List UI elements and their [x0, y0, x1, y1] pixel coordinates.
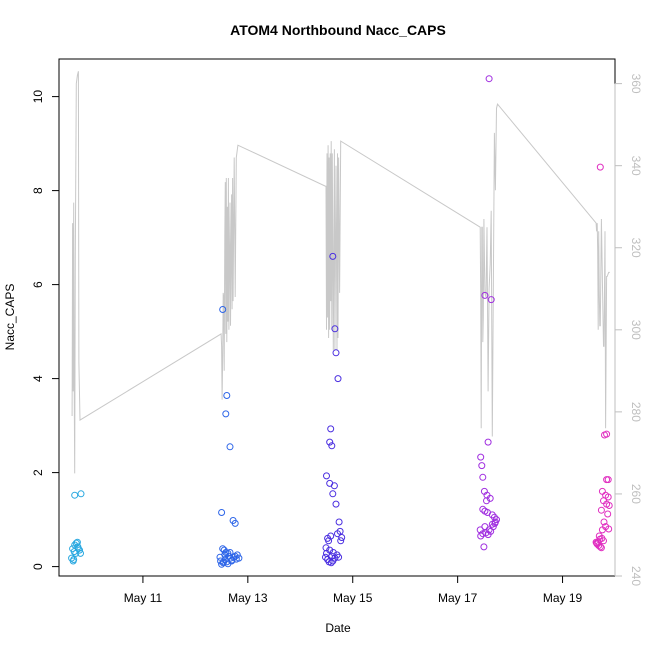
data-point-s1-25	[228, 557, 236, 565]
data-point-s4-27	[592, 538, 600, 546]
data-point-s3-2	[487, 296, 495, 304]
y2-tick-label-5: 340	[629, 156, 643, 176]
data-point-s1-2	[222, 410, 230, 418]
data-point-s2-0	[329, 252, 337, 260]
y2-tick-label-4: 320	[629, 238, 643, 258]
y-tick-label-3: 6	[31, 281, 45, 288]
data-point-s3-26	[484, 531, 492, 539]
data-point-s4-2	[601, 431, 608, 439]
y2-tick-label-1: 260	[629, 484, 643, 504]
data-point-s3-28	[491, 518, 499, 526]
data-point-s3-29	[481, 523, 489, 531]
data-point-s2-18	[337, 537, 345, 545]
data-point-s3-5	[478, 462, 486, 470]
data-point-s2-30	[335, 553, 343, 561]
y2-tick-label-6: 360	[629, 74, 643, 94]
data-point-s1-0	[219, 306, 227, 313]
y-tick-label-0: 0	[31, 563, 45, 570]
line-layer	[71, 71, 610, 474]
data-point-s2-4	[327, 425, 335, 433]
chart-title: ATOM4 Northbound Nacc_CAPS	[230, 22, 446, 38]
data-point-s2-19	[325, 537, 333, 545]
data-point-s4-10	[605, 502, 613, 509]
data-point-s2-27	[327, 559, 335, 567]
data-point-s0-12	[74, 545, 82, 553]
data-point-s2-31	[323, 549, 330, 557]
x-tick-label-1: May 13	[228, 591, 268, 605]
points-layer	[68, 75, 613, 568]
data-point-s2-1	[331, 325, 339, 333]
x-tick-label-4: May 19	[543, 591, 583, 605]
data-point-s1-4	[218, 509, 226, 516]
x-axis: May 11 May 13 May 15 May 17 May 19	[124, 575, 583, 605]
data-point-s2-17	[338, 534, 346, 541]
y2-tick-label-2: 280	[629, 402, 643, 422]
data-point-s2-10	[329, 490, 337, 498]
data-point-s4-13	[600, 518, 608, 526]
data-point-s3-11	[479, 505, 487, 513]
data-point-s4-24	[597, 544, 605, 552]
data-point-s4-5	[598, 487, 606, 495]
data-point-s1-28	[226, 549, 234, 556]
y2-tick-label-0: 240	[629, 566, 643, 586]
data-point-s3-9	[486, 494, 494, 502]
y-tick-label-4: 8	[31, 187, 45, 194]
y-tick-label-5: 10	[31, 90, 45, 104]
data-point-s3-1	[481, 291, 489, 299]
data-point-s2-32	[328, 552, 336, 560]
data-point-s1-23	[220, 558, 228, 566]
data-point-s1-6	[231, 519, 239, 527]
data-point-s2-9	[330, 482, 338, 490]
data-point-s2-12	[335, 518, 343, 526]
data-point-s2-7	[323, 472, 330, 480]
data-point-s3-4	[477, 453, 485, 461]
y-tick-label-2: 4	[31, 375, 45, 382]
data-point-s2-2	[332, 349, 340, 357]
data-point-s3-24	[477, 532, 485, 540]
y-axis-label: Nacc_CAPS	[3, 284, 17, 351]
data-point-s4-12	[604, 510, 612, 518]
data-point-s3-0	[485, 75, 493, 83]
data-point-s4-23	[596, 543, 604, 551]
data-point-s0-0	[71, 491, 79, 499]
data-point-s1-1	[223, 392, 231, 399]
data-point-s1-29	[219, 545, 227, 553]
data-point-s3-3	[484, 438, 492, 446]
data-point-s2-3	[334, 375, 342, 383]
y-axis-right: 240 260 280 300 320 340 360	[614, 74, 643, 586]
data-point-s0-7	[76, 546, 83, 554]
x-tick-label-2: May 15	[333, 591, 373, 605]
data-point-s4-16	[605, 525, 613, 533]
x-tick-label-3: May 17	[438, 591, 478, 605]
y-tick-label-1: 2	[31, 469, 45, 476]
data-point-s3-6	[479, 473, 487, 481]
data-point-s0-1	[77, 490, 85, 498]
data-point-s0-14	[70, 556, 78, 563]
data-point-s2-11	[332, 500, 340, 508]
y2-tick-label-3: 300	[629, 320, 643, 340]
y-axis-left: 0 2 4 6 8 10	[31, 90, 60, 570]
data-point-s1-26	[232, 555, 240, 563]
data-point-s1-3	[226, 443, 234, 451]
series-line-trace	[71, 71, 610, 474]
data-point-s4-25	[600, 537, 607, 545]
data-point-s4-4	[603, 476, 611, 484]
x-tick-label-0: May 11	[124, 591, 163, 605]
x-axis-label: Date	[325, 621, 351, 635]
data-point-s2-5	[326, 438, 334, 446]
data-point-s3-25	[480, 543, 488, 551]
data-point-s4-11	[597, 506, 605, 514]
data-point-s2-6	[328, 442, 336, 450]
data-point-s3-10	[483, 497, 490, 505]
data-point-s4-7	[604, 493, 612, 501]
data-point-s4-0	[596, 163, 604, 171]
data-point-s0-13	[71, 541, 79, 549]
